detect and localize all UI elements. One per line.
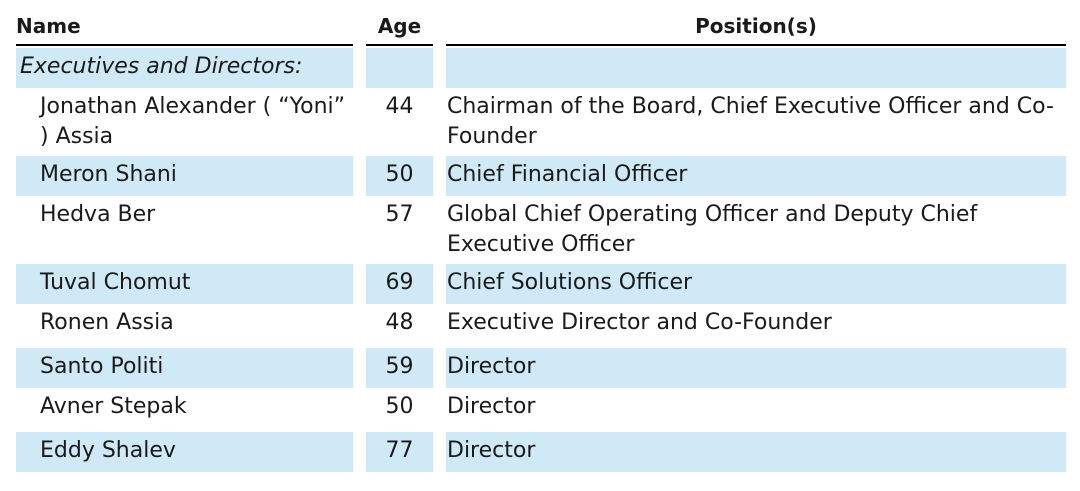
row-age: 48: [385, 310, 414, 335]
row-age: 44: [385, 94, 414, 119]
table-row: Tuval Chomut 69 Chief Solutions Officer: [16, 264, 1066, 304]
header-rule: [446, 44, 1066, 46]
table-row: Eddy Shalev 77 Director: [16, 432, 1066, 472]
header-rule: [16, 44, 353, 46]
column-header-name: Name: [16, 8, 353, 46]
row-position: Chief Solutions Officer: [447, 270, 693, 295]
table-row: Santo Politi 59 Director: [16, 348, 1066, 388]
table-row: Hedva Ber 57 Global Chief Operating Offi…: [16, 196, 1066, 264]
row-name: Eddy Shalev: [40, 438, 176, 463]
row-position: Director: [447, 394, 536, 419]
row-age: 77: [385, 438, 414, 463]
row-position: Global Chief Operating Officer and Deput…: [447, 202, 978, 257]
row-name: Avner Stepak: [40, 394, 187, 419]
column-header-age: Age: [366, 8, 433, 46]
column-header-position: Position(s): [446, 8, 1066, 46]
column-header-age-label: Age: [377, 14, 422, 38]
column-header-position-label: Position(s): [695, 14, 817, 38]
row-age: 69: [385, 270, 414, 295]
column-header-name-label: Name: [16, 14, 81, 38]
row-age: 50: [385, 394, 414, 419]
section-label: Executives and Directors:: [20, 54, 303, 79]
row-name: Jonathan Alexander ( “Yoni” ) Assia: [40, 94, 346, 149]
header-rule: [366, 44, 433, 46]
row-name: Hedva Ber: [40, 202, 156, 227]
row-position: Chairman of the Board, Chief Executive O…: [447, 94, 1054, 149]
row-position: Executive Director and Co-Founder: [447, 310, 832, 335]
section-row: Executives and Directors:: [16, 48, 1066, 88]
table-row: Ronen Assia 48 Executive Director and Co…: [16, 304, 1066, 348]
row-name: Tuval Chomut: [40, 270, 191, 295]
row-age: 59: [385, 354, 414, 379]
row-age: 50: [385, 162, 414, 187]
table-row: Jonathan Alexander ( “Yoni” ) Assia 44 C…: [16, 88, 1066, 156]
table-row: Meron Shani 50 Chief Financial Officer: [16, 156, 1066, 196]
row-position: Director: [447, 438, 536, 463]
table-row: Avner Stepak 50 Director: [16, 388, 1066, 432]
row-position: Director: [447, 354, 536, 379]
row-name: Ronen Assia: [40, 310, 174, 335]
row-name: Santo Politi: [40, 354, 164, 379]
row-name: Meron Shani: [40, 162, 177, 187]
row-position: Chief Financial Officer: [447, 162, 688, 187]
row-age: 57: [385, 202, 414, 227]
